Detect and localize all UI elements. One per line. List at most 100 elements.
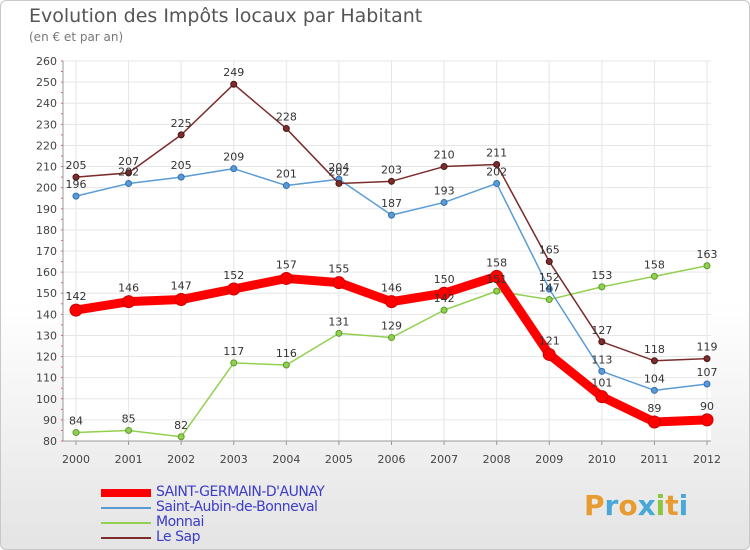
- data-point: [174, 293, 188, 307]
- data-point: [595, 390, 609, 404]
- data-label: 203: [381, 163, 402, 176]
- data-label: 119: [697, 341, 718, 354]
- x-tick-label: 2002: [167, 453, 195, 466]
- data-label: 131: [328, 315, 349, 328]
- data-label: 202: [486, 165, 507, 178]
- data-label: 209: [223, 151, 244, 164]
- data-point: [177, 173, 185, 181]
- data-label: 146: [381, 282, 402, 295]
- x-tick-label: 2000: [62, 453, 90, 466]
- data-label: 228: [276, 111, 297, 124]
- data-point: [703, 380, 711, 388]
- y-tick-label: 230: [36, 118, 57, 131]
- y-tick-label: 160: [36, 266, 57, 279]
- data-point: [493, 160, 501, 168]
- y-tick-label: 210: [36, 161, 57, 174]
- data-label: 193: [434, 184, 455, 197]
- data-label: 89: [647, 402, 661, 415]
- x-tick-label: 2007: [430, 453, 458, 466]
- data-point: [72, 429, 80, 437]
- data-label: 225: [171, 117, 192, 130]
- legend-label: Le Sap: [156, 529, 200, 545]
- data-point: [335, 329, 343, 337]
- data-point: [279, 271, 293, 285]
- logo-letter: i: [655, 489, 666, 522]
- y-tick-label: 260: [36, 55, 57, 68]
- data-label: 104: [644, 372, 665, 385]
- y-tick-label: 110: [36, 372, 57, 385]
- logo-letter: t: [665, 489, 679, 522]
- data-point: [125, 169, 133, 177]
- data-label: 117: [223, 345, 244, 358]
- data-label: 201: [276, 168, 297, 181]
- data-point: [598, 283, 606, 291]
- legend-label: SAINT-GERMAIN-D'AUNAY: [156, 484, 325, 500]
- x-tick-label: 2010: [588, 453, 616, 466]
- x-tick-label: 2012: [693, 453, 721, 466]
- data-point: [542, 347, 556, 361]
- y-tick-label: 190: [36, 203, 57, 216]
- legend-label: Saint-Aubin-de-Bonneval: [156, 499, 318, 515]
- x-tick-label: 2001: [115, 453, 143, 466]
- data-label: 211: [486, 146, 507, 159]
- data-point: [440, 198, 448, 206]
- y-tick-label: 120: [36, 351, 57, 364]
- data-point: [332, 276, 346, 290]
- data-point: [122, 295, 136, 309]
- data-point: [703, 262, 711, 270]
- data-label: 204: [328, 161, 349, 174]
- logo-letter: x: [637, 489, 656, 522]
- data-point: [545, 285, 553, 293]
- logo-letter: P: [584, 489, 605, 522]
- data-label: 113: [591, 353, 612, 366]
- data-label: 158: [486, 256, 507, 269]
- data-point: [650, 386, 658, 394]
- data-label: 146: [118, 282, 139, 295]
- data-point: [282, 182, 290, 190]
- data-label: 158: [644, 258, 665, 271]
- data-point: [545, 258, 553, 266]
- data-point: [177, 433, 185, 441]
- data-point: [440, 306, 448, 314]
- data-label: 187: [381, 197, 402, 210]
- y-tick-label: 80: [43, 435, 57, 448]
- data-point: [72, 192, 80, 200]
- data-point: [72, 173, 80, 181]
- data-label: 150: [434, 273, 455, 286]
- data-label: 163: [697, 248, 718, 261]
- x-tick-label: 2006: [378, 453, 406, 466]
- data-label: 147: [539, 282, 560, 295]
- y-tick-label: 100: [36, 393, 57, 406]
- data-label: 82: [174, 419, 188, 432]
- data-label: 165: [539, 244, 560, 257]
- proxiti-logo: Proxiti: [584, 489, 688, 522]
- x-tick-label: 2009: [535, 453, 563, 466]
- data-label: 249: [223, 66, 244, 79]
- data-point: [490, 269, 504, 283]
- y-tick-label: 240: [36, 97, 57, 110]
- legend-swatch: [101, 507, 151, 509]
- data-point: [177, 131, 185, 139]
- x-tick-label: 2005: [325, 453, 353, 466]
- data-point: [650, 272, 658, 280]
- data-point: [282, 125, 290, 133]
- x-tick-label: 2008: [483, 453, 511, 466]
- data-label: 157: [276, 258, 297, 271]
- data-point: [388, 211, 395, 219]
- data-label: 142: [434, 292, 455, 305]
- data-label: 116: [276, 347, 297, 360]
- data-point: [125, 179, 133, 187]
- data-label: 90: [700, 400, 714, 413]
- data-label: 85: [122, 412, 136, 425]
- data-label: 202: [328, 165, 349, 178]
- y-tick-label: 250: [36, 76, 57, 89]
- data-point: [230, 80, 238, 88]
- x-tick-label: 2004: [272, 453, 300, 466]
- data-label: 210: [434, 149, 455, 162]
- y-tick-label: 170: [36, 245, 57, 258]
- data-label: 152: [539, 271, 560, 284]
- data-point: [125, 426, 133, 434]
- legend-swatch: [101, 522, 151, 524]
